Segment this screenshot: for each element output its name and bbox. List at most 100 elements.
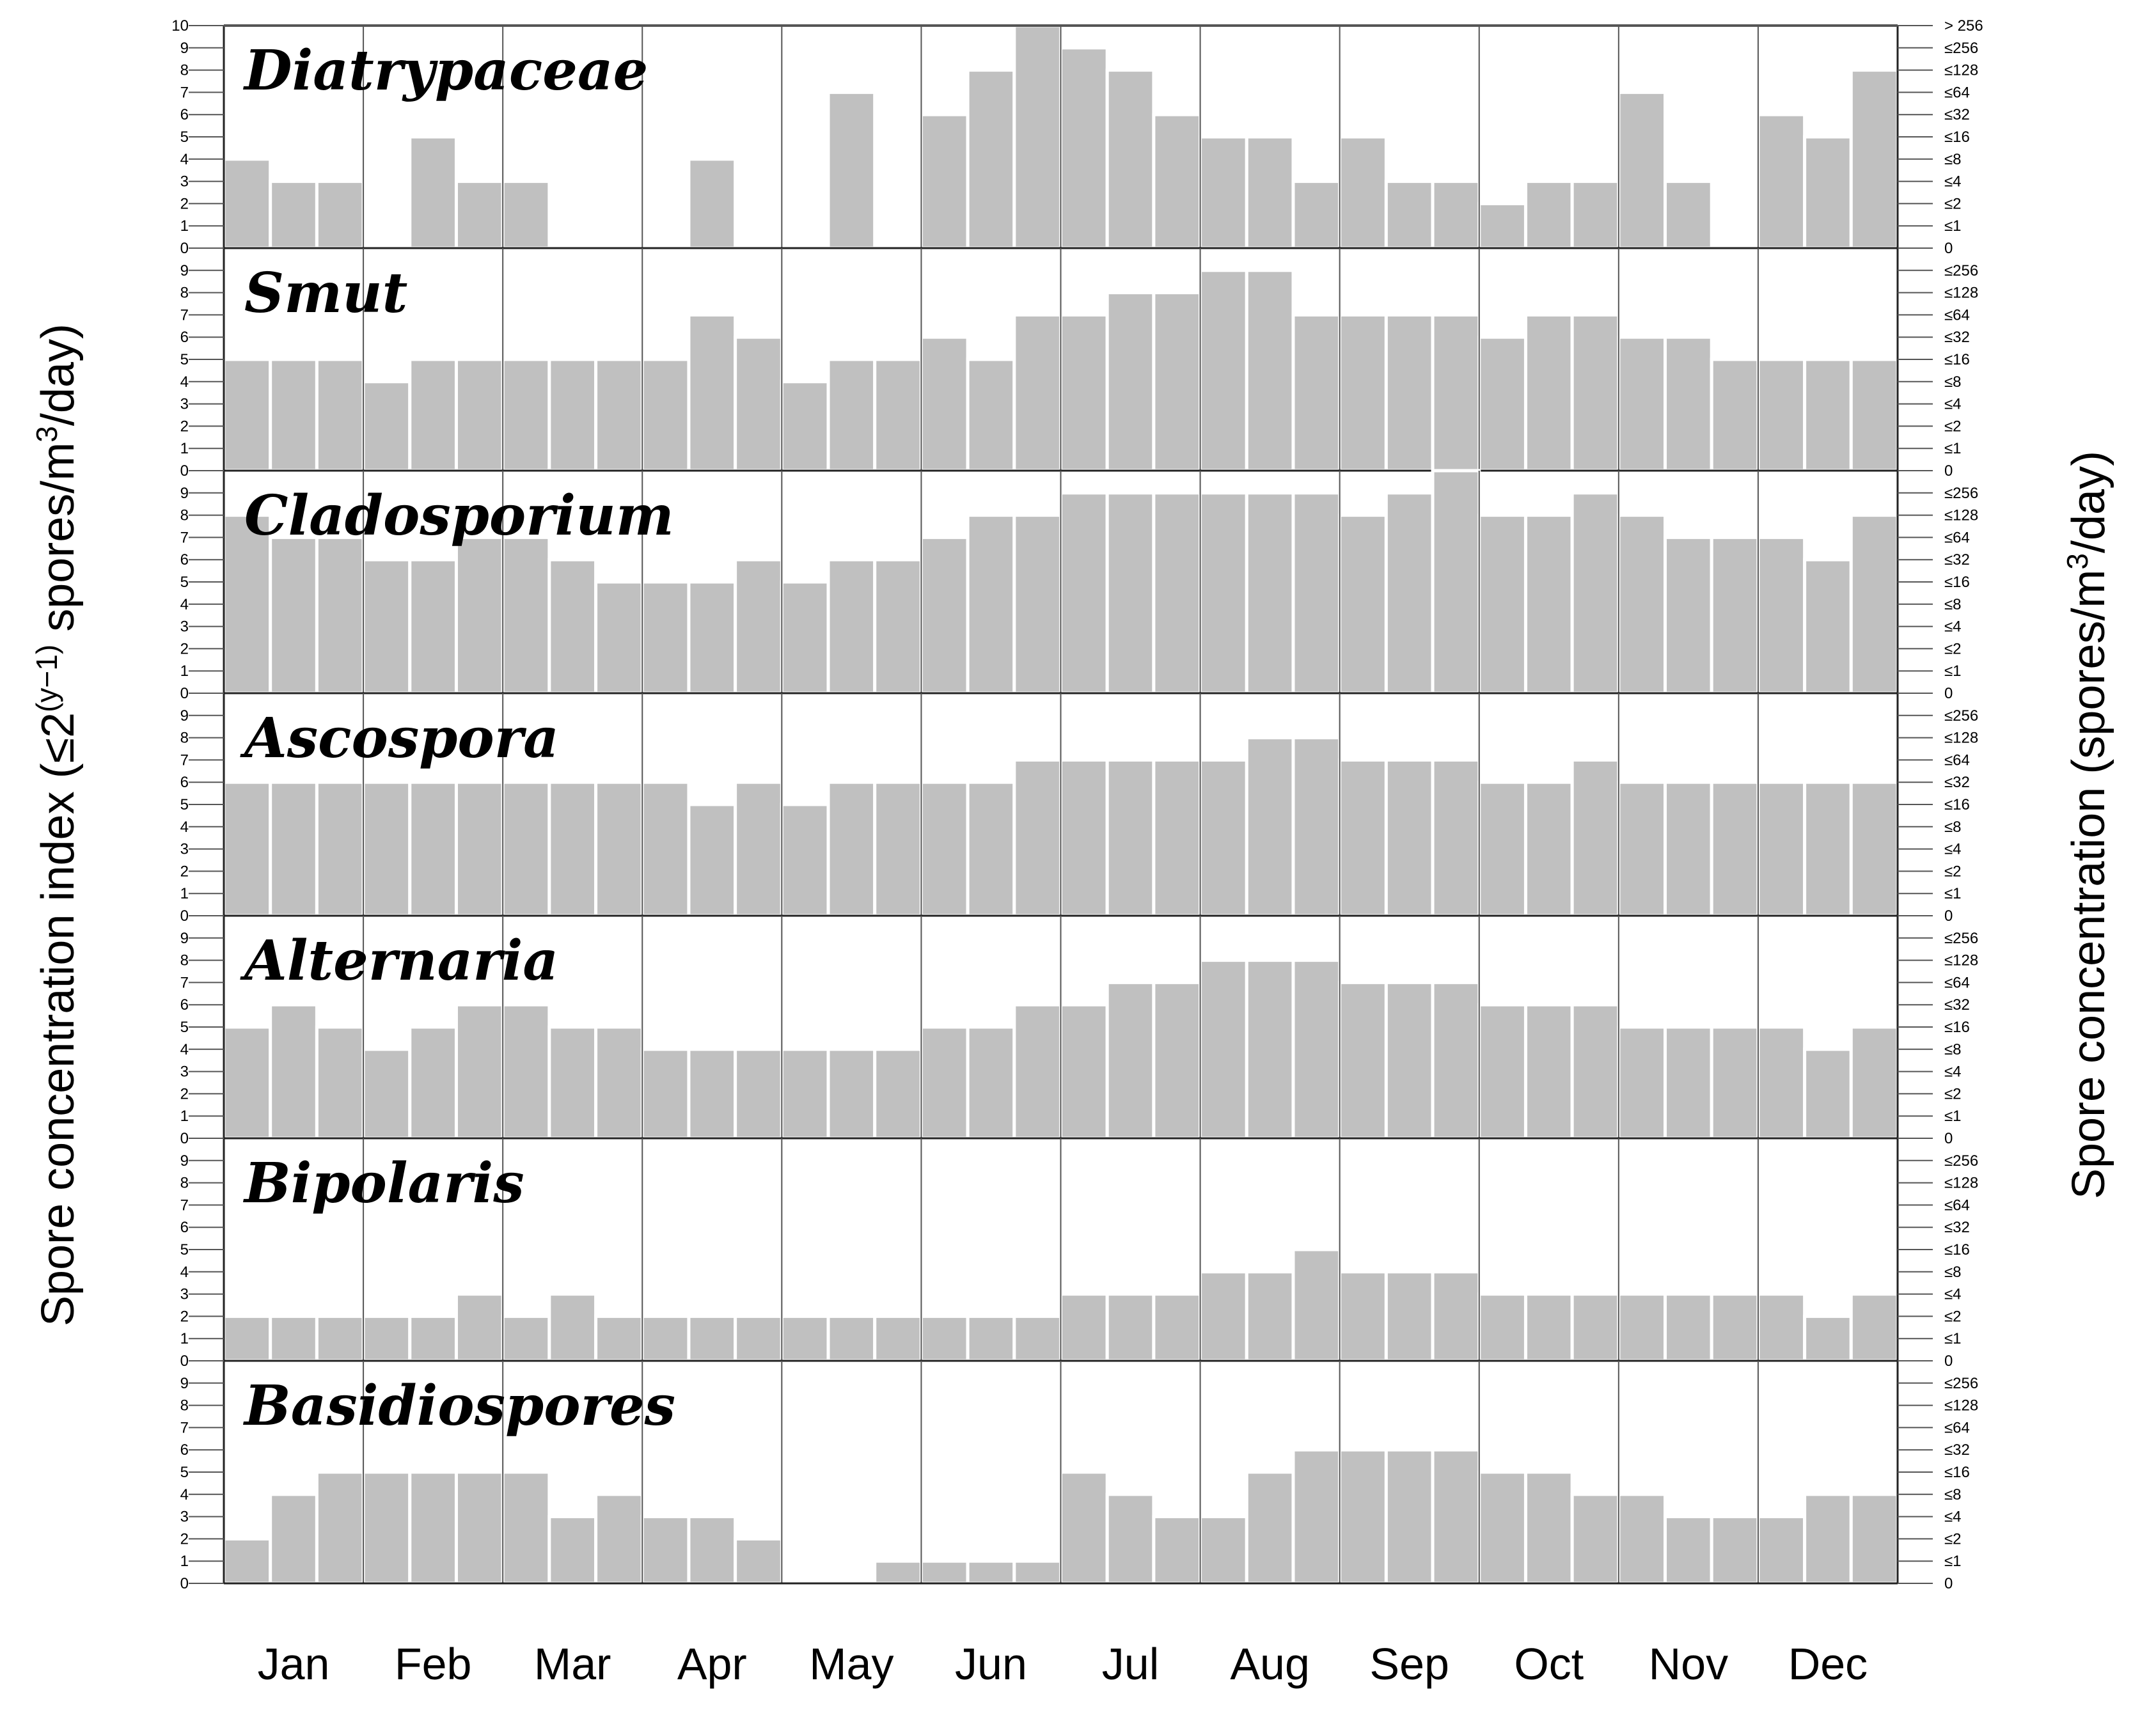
bar — [1012, 758, 1062, 918]
bar — [1477, 780, 1527, 918]
bar — [1384, 980, 1435, 1140]
bar — [780, 580, 830, 695]
left-tick-label: 3 — [180, 1509, 189, 1526]
bar — [1384, 491, 1435, 695]
right-tick-label: 0 — [1944, 462, 1953, 480]
bar — [1849, 1292, 1900, 1363]
panel-title: Diatrypaceae — [242, 38, 648, 103]
panel-title: Smut — [244, 261, 407, 325]
bar — [547, 558, 598, 695]
left-tick-label: 8 — [180, 952, 189, 969]
bar — [1291, 313, 1342, 473]
right-tick-label: 0 — [1944, 1130, 1953, 1147]
bar — [1105, 1493, 1156, 1585]
bar — [966, 1314, 1016, 1363]
right-tick-label: ≤32 — [1944, 106, 1970, 123]
left-tick-label: 0 — [180, 685, 189, 702]
bar — [1152, 113, 1202, 250]
bar — [826, 558, 877, 695]
bar — [734, 1314, 783, 1363]
bar — [1570, 1292, 1621, 1363]
left-tick-label: 3 — [180, 173, 189, 191]
panel-title: Basidiospores — [242, 1374, 675, 1438]
bar — [966, 1025, 1016, 1140]
bar — [919, 1025, 970, 1140]
right-axis-title-main: Spore concentration (spores/m — [2063, 570, 2114, 1199]
bar — [966, 514, 1016, 695]
panel-title: Cladosporium — [244, 483, 674, 548]
right-tick-label: 0 — [1944, 1575, 1953, 1592]
bar — [501, 780, 551, 918]
bar — [1477, 514, 1527, 695]
left-tick-label: 7 — [180, 306, 189, 324]
bar — [1803, 1314, 1853, 1363]
right-tick-label: ≤1 — [1944, 663, 1962, 680]
right-tick-label: ≤8 — [1944, 1041, 1962, 1058]
bar — [501, 1003, 551, 1140]
bar — [594, 780, 644, 918]
right-tick-label: ≤16 — [1944, 351, 1970, 368]
right-tick-label: ≤2 — [1944, 195, 1962, 212]
right-axis-title-sup: 3 — [2061, 553, 2094, 570]
bar — [1710, 780, 1760, 918]
bar — [315, 180, 365, 250]
bar — [1245, 491, 1295, 695]
right-tick-label: ≤4 — [1944, 173, 1962, 191]
bar — [1152, 1292, 1202, 1363]
right-tick-label: ≤256 — [1944, 1375, 1978, 1392]
right-tick-label: ≤256 — [1944, 930, 1978, 947]
right-tick-label: ≤16 — [1944, 129, 1970, 146]
right-tick-label: ≤256 — [1944, 262, 1978, 279]
bar — [1105, 758, 1156, 918]
bar — [361, 558, 412, 695]
bar — [1756, 535, 1807, 695]
right-tick-label: ≤128 — [1944, 730, 1978, 747]
bar — [826, 780, 877, 918]
bar — [1756, 780, 1807, 918]
left-tick-label: 6 — [180, 551, 189, 569]
bar — [1756, 1292, 1807, 1363]
bar — [734, 1537, 783, 1585]
bar — [408, 135, 458, 250]
bar — [1152, 1515, 1202, 1585]
bar — [1245, 135, 1295, 250]
left-tick-label: 7 — [180, 84, 189, 101]
bar — [547, 780, 598, 918]
bar — [1012, 1314, 1062, 1363]
bar — [1523, 180, 1574, 250]
bar — [222, 1314, 272, 1363]
bar — [454, 1003, 505, 1140]
bar — [1431, 1448, 1481, 1585]
right-tick-label: ≤32 — [1944, 1441, 1970, 1459]
bar — [687, 1515, 737, 1585]
panel-bipolaris: 0 0 1 ≤1 2 ≤2 3 ≤4 4 ≤8 5 ≤16 6 ≤32 7 ≤64 8 ≤128 9 ≤256 Bipo… — [180, 1138, 1978, 1370]
bar — [1059, 491, 1109, 695]
left-tick-label: 1 — [180, 1108, 189, 1125]
bar — [1664, 180, 1713, 250]
left-tick-label: 6 — [180, 106, 189, 123]
right-tick-label: ≤64 — [1944, 84, 1970, 101]
bar — [1477, 335, 1527, 473]
bar — [269, 1493, 319, 1585]
right-tick-label: ≤64 — [1944, 1419, 1970, 1436]
bar — [1431, 1270, 1481, 1363]
bar — [640, 357, 691, 473]
bar — [315, 535, 365, 695]
right-tick-label: ≤8 — [1944, 596, 1962, 613]
bar — [1245, 959, 1295, 1140]
right-tick-label: 0 — [1944, 907, 1953, 925]
right-tick-label: ≤128 — [1944, 1397, 1978, 1415]
right-tick-label: ≤4 — [1944, 1509, 1962, 1526]
bar — [873, 1559, 923, 1585]
bar — [222, 157, 272, 250]
bar — [315, 1470, 365, 1585]
left-tick-label: 3 — [180, 1063, 189, 1081]
right-tick-label: ≤2 — [1944, 1085, 1962, 1102]
left-tick-label: 5 — [180, 1464, 189, 1481]
bar — [687, 1314, 737, 1363]
bar — [1570, 491, 1621, 695]
bar — [734, 1047, 783, 1140]
panel-smut: 0 0 1 ≤1 2 ≤2 3 ≤4 4 ≤8 5 ≤16 6 ≤32 7 ≤64 8 ≤128 9 ≤256 Smut — [180, 247, 1978, 480]
bar — [1152, 758, 1202, 918]
bar — [1291, 1248, 1342, 1363]
